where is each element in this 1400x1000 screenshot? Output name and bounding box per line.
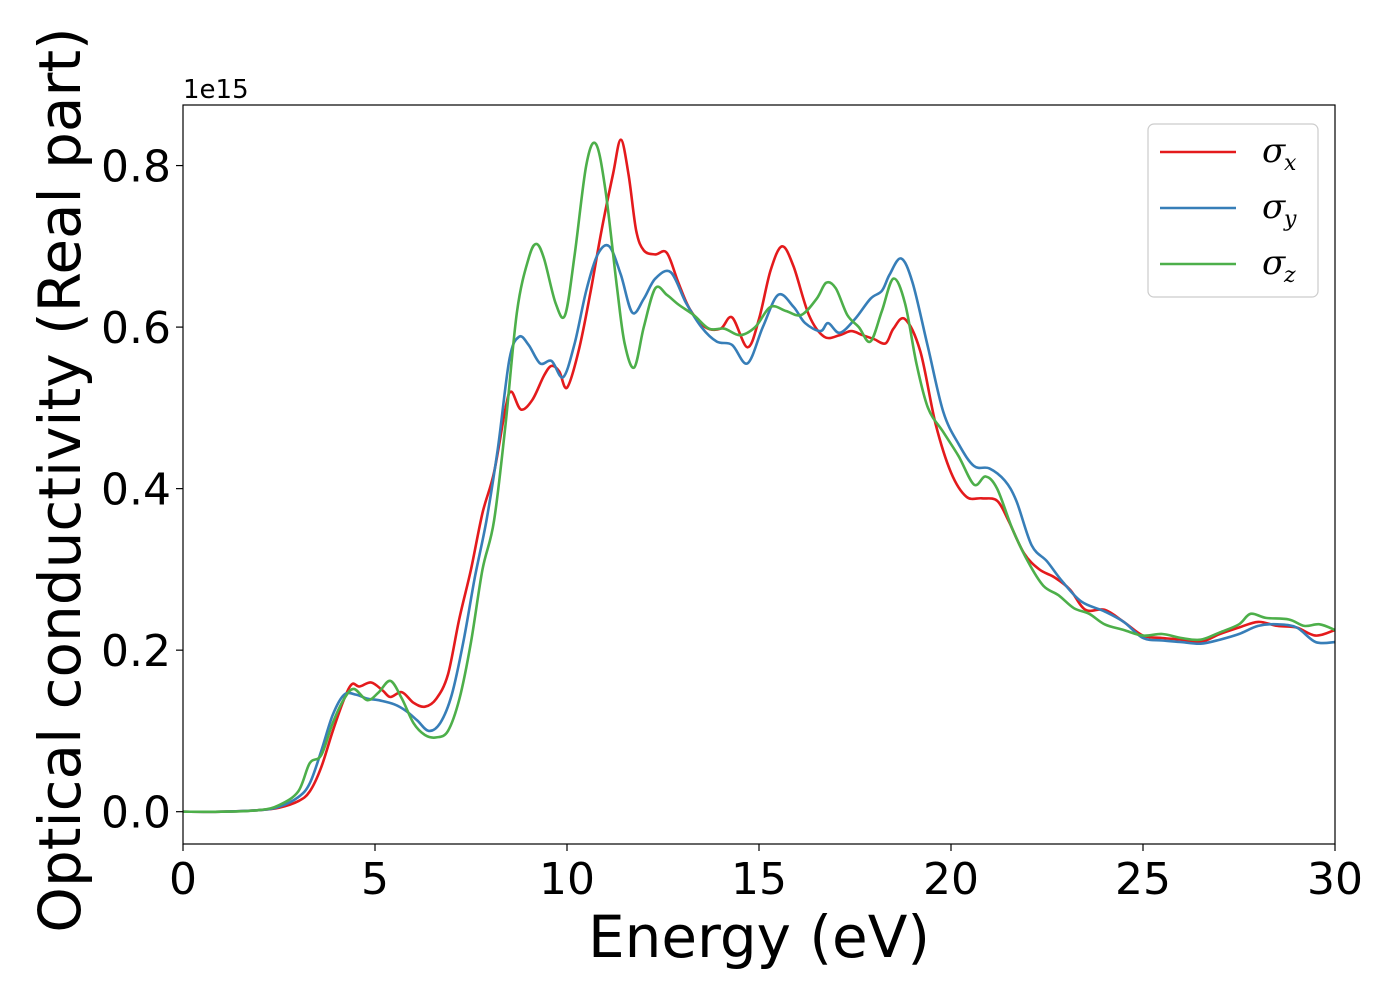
x-tick-label: 0	[169, 854, 197, 905]
legend-label-x: σ	[1262, 131, 1286, 171]
x-tick-label: 30	[1307, 854, 1363, 905]
plot-area	[183, 105, 1335, 844]
legend-subscript-y: y	[1283, 207, 1297, 232]
y-axis-label: Optical conductivity (Real part)	[26, 27, 94, 932]
x-tick-label: 15	[731, 854, 787, 905]
series-group	[183, 138, 1335, 814]
y-tick-label: 0.4	[101, 465, 171, 516]
y-tick-label: 0.0	[101, 788, 171, 839]
x-axis-label: Energy (eV)	[588, 903, 930, 971]
y-tick-label: 0.8	[101, 142, 171, 193]
legend-subscript-x: x	[1284, 151, 1297, 176]
y-tick-label: 0.2	[101, 626, 171, 677]
legend-label-z: σ	[1262, 243, 1286, 283]
series-line-y	[183, 243, 1335, 814]
legend-frame	[1147, 123, 1319, 298]
y-offset-label: 1e15	[183, 75, 249, 105]
y-tick-label: 0.6	[101, 303, 171, 354]
x-tick-label: 10	[539, 854, 595, 905]
legend-label-y: σ	[1262, 187, 1286, 227]
legend-subscript-z: z	[1283, 263, 1296, 288]
x-axis: 0 5 10 15 20 25 30	[169, 844, 1363, 905]
x-tick-label: 25	[1115, 854, 1171, 905]
series-line-z	[183, 141, 1335, 814]
x-tick-label: 5	[361, 854, 389, 905]
y-axis: 0.0 0.2 0.4 0.6 0.8	[101, 142, 183, 839]
x-tick-label: 20	[923, 854, 979, 905]
